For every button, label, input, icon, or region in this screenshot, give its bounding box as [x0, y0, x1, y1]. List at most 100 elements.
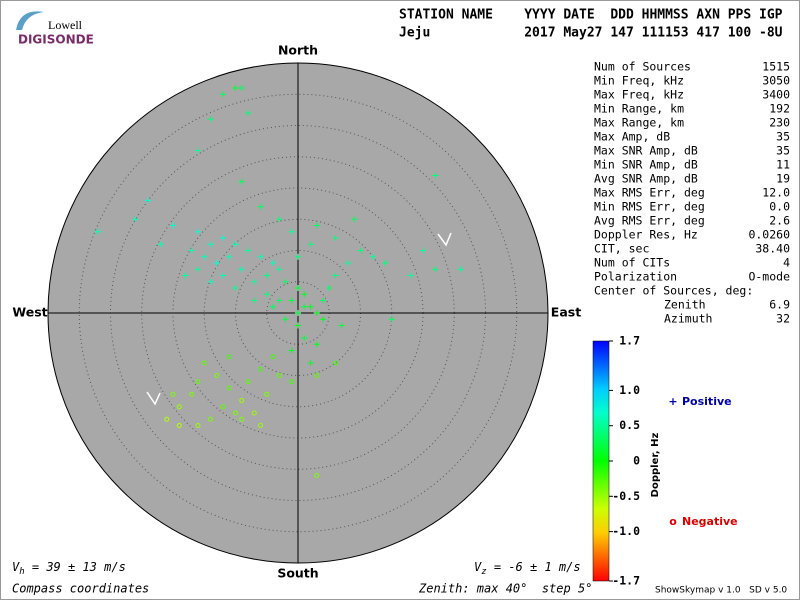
chevron [437, 232, 452, 247]
source-positive [457, 266, 464, 273]
stat-value: 3050 [762, 74, 790, 88]
stat-label: Num of Sources [594, 60, 691, 74]
stat-value: 35 [776, 130, 790, 144]
source-negative [176, 423, 182, 428]
source-positive [195, 266, 201, 273]
velocity: Vz = -6 ± 1 m/s [474, 560, 581, 577]
center-label: Zenith [664, 298, 706, 312]
stat-value: 35 [776, 144, 790, 158]
source-negative [264, 391, 270, 397]
source-positive [288, 228, 295, 235]
legend-label: Negative [682, 515, 738, 528]
source-positive [157, 241, 164, 248]
direction-label: North [278, 43, 318, 58]
source-positive [382, 260, 389, 266]
source-negative [164, 416, 170, 422]
colorbar-tick-label: -1.7 [612, 574, 640, 588]
source-positive [288, 347, 295, 354]
stat-value: 3400 [762, 88, 790, 102]
legend-marker: o [669, 515, 677, 528]
source-positive [276, 216, 283, 223]
source-positive [257, 203, 264, 210]
source-positive [207, 241, 214, 248]
stat-value: 12.0 [762, 186, 790, 200]
direction-label: East [551, 305, 581, 320]
source-positive [195, 147, 201, 154]
colorbar-bar [592, 340, 610, 582]
colorbar-label: Doppler, Hz [650, 433, 661, 498]
source-negative [276, 373, 282, 378]
source-positive [357, 247, 364, 254]
source-negative [226, 354, 232, 360]
source-positive [213, 260, 220, 266]
source-positive [301, 303, 308, 310]
source-negative [226, 385, 232, 391]
velocity-text: = 39 ± 13 m/s [25, 560, 126, 574]
source-positive [263, 272, 270, 279]
velocity-subscript: h [19, 567, 24, 577]
source-positive [345, 260, 351, 266]
source-positive [220, 235, 226, 241]
source-positive [338, 322, 345, 329]
stat-value: 2.6 [769, 214, 790, 228]
stat-label: Min Freq, kHz [594, 74, 684, 88]
stat-label: Max Freq, kHz [594, 88, 684, 102]
source-positive [388, 316, 395, 323]
stat-value: 0.0 [769, 200, 790, 214]
source-positive [332, 235, 339, 241]
legend-marker: + [668, 395, 677, 408]
colorbar-tick-label: 0.5 [619, 418, 640, 432]
colorbar-tick-label: 1.7 [619, 334, 640, 348]
direction-label: West [12, 305, 47, 320]
source-positive [226, 253, 233, 260]
stat-value: 19 [776, 172, 790, 186]
stat-label: Min RMS Err, deg [594, 200, 705, 214]
source-negative [208, 416, 213, 422]
source-positive [295, 310, 301, 316]
skymap-plot: North South West East [12, 43, 581, 581]
colorbar: 1.7 1.0 0.5 0 -0.5 -1.0 -1.7 Doppler, Hz + Positi… [592, 334, 738, 588]
source-positive [220, 91, 226, 98]
stat-value: 4 [783, 256, 790, 270]
header-values: Jeju 2017 May27 147 111153 417 100 -8U [399, 26, 783, 41]
zenith-info: Zenith: max 40° step 5° [418, 582, 592, 596]
source-positive [201, 253, 208, 260]
source-positive [351, 216, 358, 223]
source-negative [195, 423, 201, 428]
stats-table: Num of Sources 1515 Min Freq, kHz 3050 Max F… [594, 60, 790, 326]
stat-label: Max SNR Amp, dB [594, 144, 698, 158]
source-positive [313, 310, 320, 316]
logo-top: Lowell [48, 18, 83, 32]
source-positive [188, 247, 195, 254]
source-positive [195, 228, 201, 235]
source-positive [132, 216, 139, 223]
stat-value: 1515 [762, 60, 790, 74]
source-positive [295, 253, 301, 260]
stat-label: Max Amp, dB [594, 130, 670, 144]
source-negative [245, 379, 251, 385]
source-negative [220, 404, 226, 410]
source-positive [270, 260, 276, 266]
source-positive [257, 253, 264, 260]
center-value: 32 [776, 312, 790, 326]
stat-value: 192 [769, 102, 790, 116]
stat-value: 230 [769, 116, 790, 130]
coordinates: Compass coordinates [12, 582, 149, 596]
source-positive [170, 222, 176, 229]
header-labels: STATION NAME YYYY DATE DDD HHMMSS AXN PP… [399, 8, 783, 23]
velocity-symbol: V [474, 560, 482, 574]
stat-label: Avg RMS Err, deg [594, 214, 705, 228]
source-positive [282, 316, 289, 323]
source-positive [220, 272, 226, 279]
source-negative [170, 391, 176, 397]
source-negative [239, 416, 245, 422]
source-positive [245, 110, 251, 116]
colorbar-tick-label: 0 [633, 454, 640, 468]
velocity: Vh = 39 ± 13 m/s [12, 560, 126, 577]
source-positive [238, 178, 245, 185]
source-positive [270, 303, 276, 310]
source-negative [258, 366, 263, 372]
source-negative [176, 404, 182, 410]
source-positive [207, 278, 214, 285]
center-label: Azimuth [664, 312, 712, 326]
